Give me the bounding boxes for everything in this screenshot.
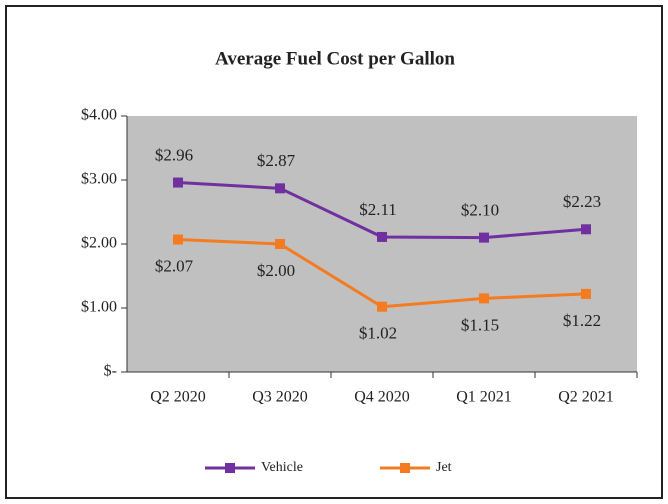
legend-marker bbox=[225, 463, 235, 473]
value-label: $2.11 bbox=[359, 200, 397, 219]
marker bbox=[479, 232, 489, 243]
marker bbox=[479, 293, 489, 304]
value-label: $2.07 bbox=[155, 256, 194, 275]
marker bbox=[275, 239, 285, 249]
marker bbox=[377, 301, 387, 312]
marker bbox=[581, 288, 591, 299]
value-label: $1.22 bbox=[563, 311, 601, 330]
x-tick-label: Q4 2020 bbox=[354, 389, 410, 406]
value-label: $2.96 bbox=[155, 145, 193, 164]
value-label: $2.87 bbox=[257, 151, 296, 170]
chart-title: Average Fuel Cost per Gallon bbox=[215, 48, 455, 69]
y-tick-label: $4.00 bbox=[81, 107, 117, 124]
marker bbox=[173, 177, 183, 188]
legend-label: Vehicle bbox=[261, 460, 303, 475]
x-tick-label: Q2 2020 bbox=[150, 389, 206, 406]
value-label: $2.00 bbox=[257, 261, 295, 280]
legend-label: Jet bbox=[436, 460, 452, 475]
x-tick-label: Q1 2021 bbox=[456, 389, 512, 406]
y-tick-label: $2.00 bbox=[81, 235, 117, 252]
value-label: $1.02 bbox=[359, 324, 397, 343]
x-tick-label: Q2 2021 bbox=[558, 389, 614, 406]
value-label: $2.10 bbox=[461, 201, 499, 220]
plot-area bbox=[127, 116, 637, 372]
value-label: $1.15 bbox=[461, 315, 499, 334]
value-label: $2.23 bbox=[563, 192, 601, 211]
x-tick-label: Q3 2020 bbox=[252, 389, 308, 406]
marker bbox=[173, 234, 183, 245]
legend-marker bbox=[400, 463, 410, 473]
y-tick-label: $3.00 bbox=[81, 171, 117, 188]
y-tick-label: $- bbox=[104, 363, 117, 380]
marker bbox=[581, 224, 591, 235]
y-tick-label: $1.00 bbox=[81, 299, 117, 316]
marker bbox=[377, 231, 387, 242]
marker bbox=[275, 183, 285, 194]
